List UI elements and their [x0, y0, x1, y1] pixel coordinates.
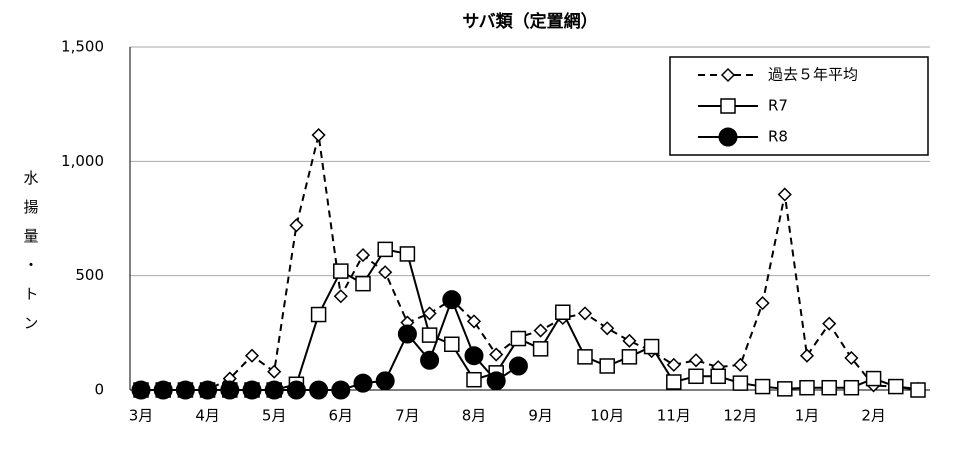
point	[355, 248, 371, 263]
x-tick-label: 4月	[195, 407, 220, 425]
point	[378, 265, 393, 280]
point	[333, 289, 348, 304]
point	[466, 314, 482, 329]
chart-title: サバ類（定置網）	[462, 11, 597, 32]
point	[710, 368, 726, 385]
point	[599, 358, 615, 374]
point	[666, 357, 681, 372]
point	[844, 350, 859, 366]
point	[555, 304, 571, 321]
point	[377, 241, 393, 258]
point	[175, 380, 195, 400]
point	[399, 246, 416, 262]
point	[309, 380, 329, 400]
point	[153, 380, 173, 400]
y-tick-label: 500	[75, 266, 104, 284]
point	[286, 380, 306, 400]
y-tick-label: 1,500	[61, 38, 104, 56]
point	[532, 341, 549, 357]
x-tick-label: 9月	[528, 407, 553, 425]
point	[799, 348, 815, 363]
point	[244, 348, 260, 363]
x-tick-label: 7月	[395, 407, 420, 425]
point	[397, 324, 417, 344]
x-tick-label: 8月	[462, 407, 487, 425]
point	[198, 380, 218, 400]
point	[577, 306, 593, 321]
x-tick-label: 10月	[590, 407, 624, 425]
x-tick-label: 12月	[723, 407, 757, 425]
point	[267, 364, 282, 379]
point	[353, 373, 373, 393]
point	[444, 336, 460, 353]
point	[242, 380, 262, 400]
point	[466, 371, 482, 388]
legend-label: R7	[768, 97, 788, 115]
point	[755, 296, 770, 311]
x-tick-label: 6月	[329, 407, 354, 425]
point	[888, 378, 904, 395]
point	[843, 379, 860, 396]
point	[621, 349, 638, 365]
series-line	[141, 134, 919, 391]
y-axis-label: 水揚量・トン	[22, 170, 40, 344]
point	[577, 349, 593, 365]
point	[688, 368, 704, 385]
point	[799, 379, 815, 396]
point	[822, 316, 837, 331]
x-tick-label: 2月	[861, 407, 886, 425]
point	[777, 381, 793, 397]
point	[643, 338, 660, 355]
point	[131, 380, 151, 400]
point	[508, 356, 528, 376]
point	[754, 378, 771, 395]
x-tick-label: 1月	[795, 407, 820, 425]
series-line	[141, 248, 919, 391]
point	[486, 371, 506, 391]
point	[732, 375, 749, 391]
point	[421, 327, 438, 343]
point	[666, 374, 682, 390]
point	[510, 330, 527, 347]
point	[333, 263, 349, 279]
point	[264, 380, 284, 400]
legend-label: R8	[768, 128, 788, 146]
point	[220, 380, 240, 400]
point	[821, 379, 837, 396]
x-tick-label: 11月	[657, 407, 691, 425]
point	[420, 350, 440, 370]
point	[310, 306, 327, 323]
point	[422, 306, 437, 321]
legend-marker	[718, 127, 738, 147]
point	[375, 371, 395, 391]
y-tick-label: 1,000	[61, 152, 104, 170]
point	[331, 380, 351, 400]
legend-marker	[720, 98, 736, 114]
point	[600, 321, 615, 336]
x-tick-label: 3月	[129, 407, 154, 425]
point	[533, 323, 548, 338]
x-tick-label: 5月	[262, 407, 287, 425]
point	[733, 357, 748, 372]
point	[311, 127, 326, 143]
point	[289, 218, 304, 233]
point	[865, 370, 882, 387]
point	[355, 275, 371, 292]
point	[489, 347, 504, 362]
point	[688, 353, 704, 368]
point	[777, 187, 792, 202]
legend-label: 過去５年平均	[768, 66, 858, 84]
point	[910, 382, 926, 398]
point	[442, 290, 462, 310]
series-line	[141, 296, 519, 391]
legend-marker	[720, 67, 736, 83]
y-tick-label: 0	[94, 381, 104, 399]
point	[464, 346, 484, 366]
point	[622, 333, 637, 348]
